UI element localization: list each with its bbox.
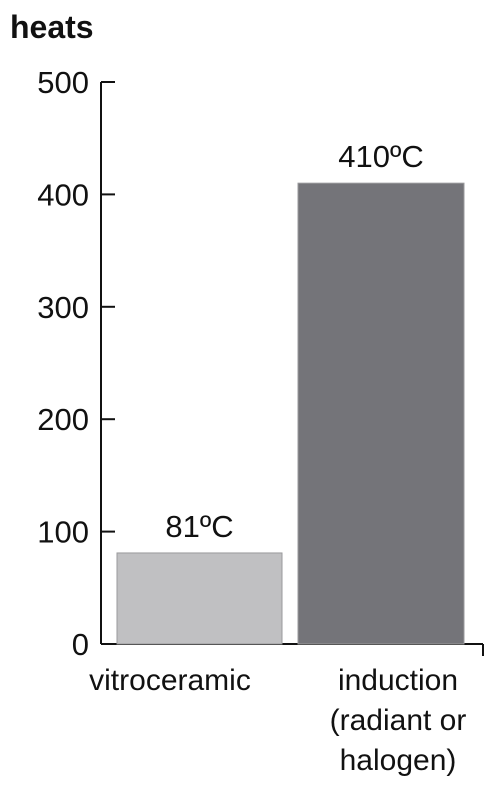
labels-group: 81ºC 410ºC vitroceramic induction (radiant o… <box>89 139 466 777</box>
y-tick-label: 200 <box>37 402 89 437</box>
category-label: vitroceramic <box>89 664 251 697</box>
category-label: induction <box>338 664 458 697</box>
y-tick-label: 400 <box>37 177 89 212</box>
bars-group <box>116 182 465 645</box>
bar <box>297 182 465 645</box>
y-tick-label: 0 <box>72 627 89 662</box>
bar-value-label: 410ºC <box>338 139 423 174</box>
bar-value-label: 81ºC <box>165 509 233 544</box>
category-label: (radiant or <box>330 704 467 737</box>
x-axis <box>101 643 484 656</box>
chart-title: heats <box>10 9 94 45</box>
category-label: halogen) <box>340 744 457 777</box>
y-tick-label: 100 <box>37 515 89 550</box>
bar <box>116 552 283 645</box>
y-tick-label: 300 <box>37 290 89 325</box>
y-tick-label: 500 <box>37 65 89 100</box>
y-axis: 0 100 200 300 400 500 <box>37 65 115 662</box>
